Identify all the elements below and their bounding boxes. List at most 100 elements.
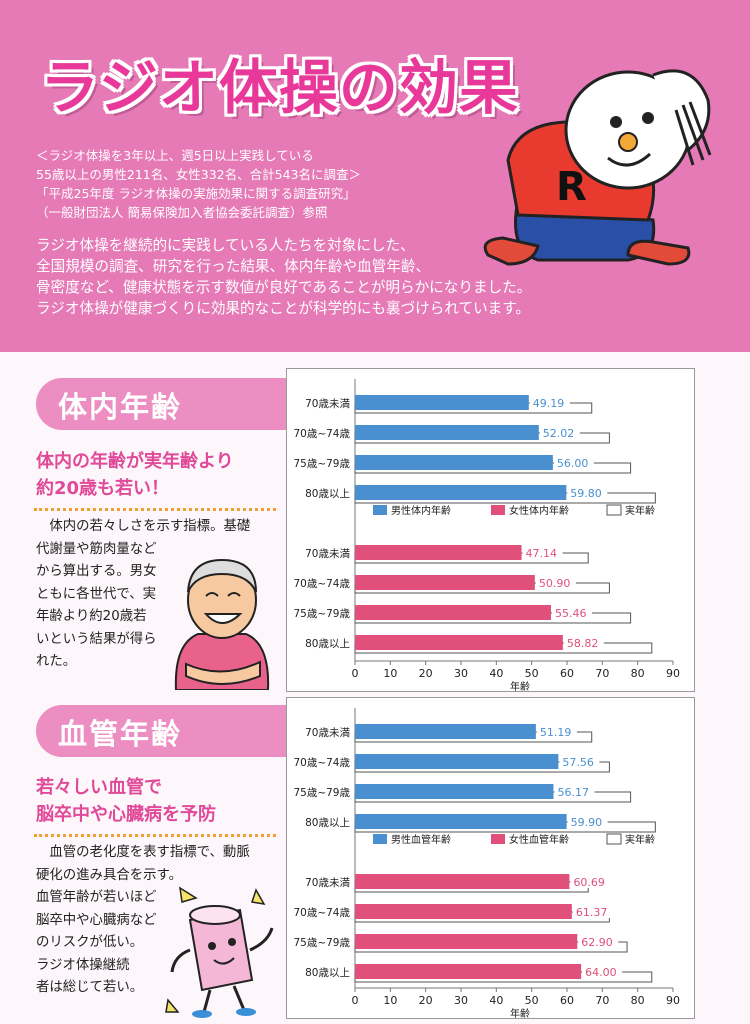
body-line: ともに各世代で、実: [36, 586, 156, 602]
data-label-bg: [563, 636, 604, 649]
chart-panel-body-age: 70歳未満 49.19 70歳~74歳 52.02 75歳~79歳 56.00 80歳以上 5…: [286, 368, 695, 693]
intro-line: 骨密度など、健康状態を示す数値が良好であることが明らかになりました。: [36, 279, 532, 296]
body-line: 年齢より約20歳若: [36, 609, 147, 624]
data-label-bg: [554, 785, 595, 798]
data-label-bg: [567, 486, 608, 499]
data-bar: [355, 964, 582, 979]
category-label: 70歳未満: [305, 877, 350, 889]
x-tick-label: 70: [595, 667, 609, 680]
body-line: 血管年齢が若いほど: [36, 890, 157, 905]
data-label: 50.90: [539, 577, 571, 590]
legend-swatch: [373, 505, 387, 515]
data-bar: [355, 784, 554, 799]
x-tick-label: 60: [560, 994, 574, 1007]
legend-swatch: [491, 505, 505, 515]
headline-line: 若々しい血管で: [36, 777, 162, 798]
data-label: 64.00: [585, 966, 617, 979]
x-tick-label: 0: [352, 994, 359, 1007]
legend-label: 男性血管年齢: [391, 833, 451, 846]
x-tick-label: 40: [489, 667, 503, 680]
intro-line: ラジオ体操が健康づくりに効果的なことが科学的にも裏づけられています。: [36, 300, 531, 317]
intro-line: ラジオ体操を継続的に実践している人たちを対象にした、: [36, 237, 415, 254]
body-line: ラジオ体操継続: [36, 957, 130, 973]
category-label: 75歳~79歳: [293, 937, 350, 949]
data-label: 58.82: [567, 637, 599, 650]
data-label-bg: [570, 875, 611, 888]
data-bar: [355, 874, 570, 889]
data-bar: [355, 635, 563, 650]
data-bar: [355, 934, 578, 949]
headline-line: 脳卒中や心臓病を予防: [36, 804, 216, 825]
smiling-man-illustration: [174, 558, 270, 690]
blood-vessel-character-illustration: [165, 886, 274, 1018]
data-label: 61.37: [576, 906, 608, 919]
category-label: 70歳~74歳: [293, 428, 350, 440]
legend-label: 女性血管年齢: [509, 833, 569, 846]
data-bar: [355, 814, 567, 829]
data-label: 55.46: [555, 607, 587, 620]
legend-swatch: [606, 504, 622, 516]
data-label: 52.02: [543, 427, 575, 440]
x-tick-label: 80: [631, 994, 645, 1007]
mascot-shirt-letter: R: [556, 164, 587, 210]
x-tick-label: 10: [383, 667, 397, 680]
radio-taiso-mascot: R: [483, 69, 712, 266]
dotted-divider: [34, 508, 276, 511]
legend-label: 実年齢: [625, 504, 655, 517]
data-label: 60.69: [573, 876, 605, 889]
section-tab-label: 体内年齢: [58, 390, 183, 424]
x-tick-label: 50: [525, 994, 539, 1007]
survey-line: 「平成25年度 ラジオ体操の実施効果に関する調査研究」: [36, 186, 356, 201]
x-tick-label: 90: [666, 667, 680, 680]
section-tab-vascular-age: 血管年齢: [36, 705, 288, 757]
intro-line: 全国規模の調査、研究を行った結果、体内年齢や血管年齢、: [36, 258, 431, 275]
data-label-bg: [522, 546, 563, 559]
body-line: 代謝量や筋肉量など: [36, 541, 157, 557]
category-label: 75歳~79歳: [293, 787, 350, 799]
survey-line: 55歳以上の男性211名、女性332名、合計543名に調査＞: [36, 167, 361, 182]
data-label: 59.90: [571, 816, 603, 829]
category-label: 70歳未満: [305, 727, 350, 739]
headline-line: 約20歳も若い！: [36, 478, 170, 499]
legend-swatch: [373, 834, 387, 844]
body-line: 脳卒中や心臓病など: [36, 912, 157, 928]
intro-text: ラジオ体操を継続的に実践している人たちを対象にした、 全国規模の調査、研究を行っ…: [36, 235, 531, 319]
category-label: 70歳未満: [305, 398, 350, 410]
data-label-bg: [553, 456, 594, 469]
body-line: 血管の老化度を表す指標で、動脈: [36, 845, 250, 860]
legend-label: 女性体内年齢: [509, 504, 569, 517]
data-bar: [355, 395, 529, 410]
section-headline: 若々しい血管で 脳卒中や心臓病を予防: [36, 774, 216, 828]
data-label-bg: [567, 815, 608, 828]
data-bar: [355, 754, 559, 769]
x-tick-label: 60: [560, 667, 574, 680]
x-tick-label: 30: [454, 667, 468, 680]
data-bar: [355, 605, 551, 620]
body-line: 者は総じて若い。: [36, 980, 144, 995]
section-tab-label: 血管年齢: [58, 717, 183, 751]
survey-line: （一般財団法人 簡易保険加入者協会委託調査）参照: [36, 205, 328, 220]
body-line: から算出する。男女: [36, 564, 157, 579]
body-line: のリスクが低い。: [36, 935, 144, 950]
x-tick-label: 20: [419, 994, 433, 1007]
body-line: 硬化の進み具合を示す。: [36, 867, 182, 883]
data-label-bg: [539, 426, 580, 439]
x-tick-label: 0: [352, 667, 359, 680]
x-tick-label: 40: [489, 994, 503, 1007]
chart-panel-vascular-age: 70歳未満 51.19 70歳~74歳 57.56 75歳~79歳 56.17 80歳以上 5…: [286, 697, 695, 1020]
category-label: 70歳~74歳: [293, 907, 350, 919]
data-label: 56.17: [557, 786, 589, 799]
data-label: 51.19: [540, 726, 572, 739]
data-bar: [355, 485, 567, 500]
section-body: 体内の若々しさを示す指標。基礎 代謝量や筋肉量など から算出する。男女 ともに各…: [36, 516, 250, 674]
legend-label: 男性体内年齢: [391, 504, 451, 517]
body-line: いという結果が得ら: [36, 631, 157, 647]
legend-swatch: [491, 834, 505, 844]
data-label-bg: [559, 755, 600, 768]
category-label: 80歳以上: [305, 488, 350, 500]
category-label: 80歳以上: [305, 967, 350, 979]
data-bar: [355, 575, 535, 590]
category-label: 80歳以上: [305, 638, 350, 650]
data-label: 57.56: [562, 756, 594, 769]
data-label-bg: [582, 965, 623, 978]
